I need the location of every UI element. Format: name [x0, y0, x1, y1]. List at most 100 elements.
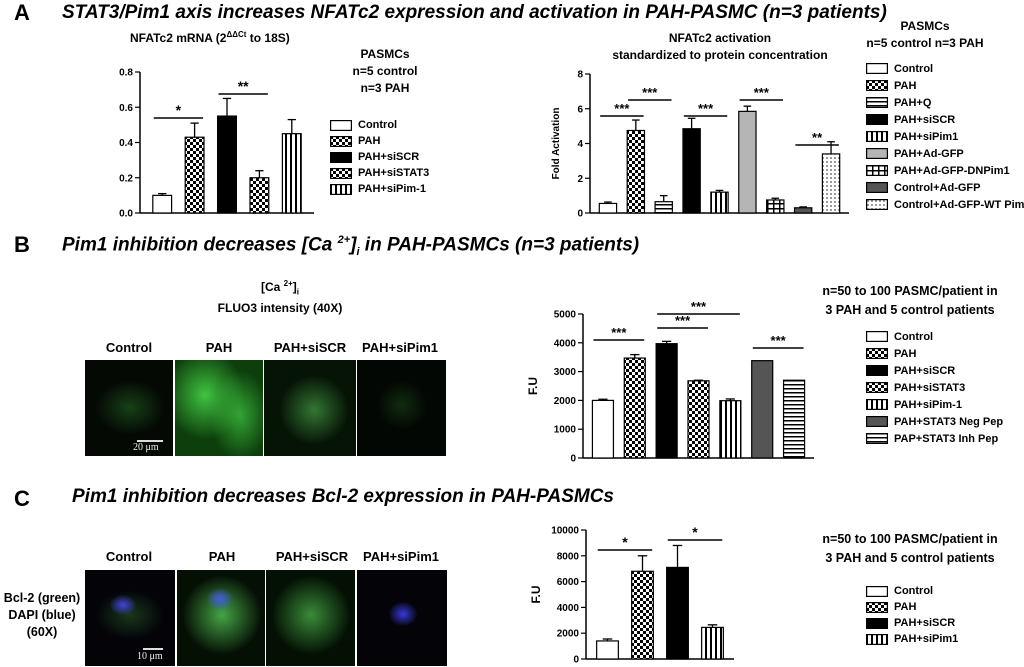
- legend-swatch: [866, 114, 888, 125]
- y-tick-label: 3000: [554, 367, 577, 378]
- legend-swatch: [866, 433, 888, 444]
- bar-pah: [184, 136, 205, 214]
- legend-item-pah-sipim1: PAH+siPim1: [866, 631, 958, 647]
- panel-letter-c: C: [14, 486, 30, 511]
- bar-control-ad-gfp-wt-pim1: [821, 153, 841, 214]
- micrograph-c-pah: [177, 570, 265, 666]
- bar-pah-sistat3: [687, 380, 710, 459]
- legend-label: Control: [894, 585, 934, 597]
- legend-label: PAH+Ad-GFP: [894, 147, 964, 160]
- bar-pah-sipim-1: [719, 400, 742, 459]
- legend-item-control-ad-gfp: Control+Ad-GFP: [866, 179, 1024, 196]
- bar-pap-stat3-inh-pep: [782, 379, 806, 459]
- chart-b-legend: Control PAH PAH+siSCR PAH+siSTAT3 PAH+siPim-…: [866, 328, 1003, 447]
- chart-c-legend: Control PAH PAH+siSCR PAH+siPim1: [866, 583, 958, 647]
- bar-pah-siscr: [682, 128, 701, 214]
- legend-swatch: [866, 80, 888, 91]
- scale-bar-line: [143, 648, 163, 650]
- chart-a2-heading: NFATc2 activation standardized to protein…: [612, 31, 828, 62]
- chart-a2-legend: Control PAH PAH+Q PAH+siSCR PAH+siPim1 PAH+Ad…: [866, 60, 1024, 213]
- legend-swatch: [330, 151, 352, 163]
- legend-item-pah-sipim1: PAH+siPim1: [866, 128, 1024, 145]
- bar-pah-sipim-1: [281, 133, 302, 214]
- significance-label: ***: [754, 85, 770, 100]
- micrograph-b-pah-siscr: [264, 360, 356, 456]
- legend-label: PAH: [894, 347, 917, 360]
- legend-label: PAH: [894, 601, 917, 613]
- panel-b-label-pah-sipim1: PAH+siPim1: [362, 340, 438, 355]
- bar-control: [598, 202, 618, 214]
- legend-label: PAH+siSCR: [358, 151, 420, 163]
- legend-item-pah-siscr: PAH+siSCR: [866, 362, 1003, 379]
- legend-swatch: [866, 63, 888, 74]
- legend-swatch: [866, 97, 888, 108]
- panel-b-note: n=50 to 100 PASMC/patient in 3 PAH and 5 …: [822, 284, 998, 317]
- legend-swatch: [866, 382, 888, 393]
- bar-pah-q: [654, 201, 673, 214]
- significance-label: **: [238, 78, 249, 94]
- legend-item-pah-ad-gfp-dnpim1: PAH+Ad-GFP-DNPim1: [866, 162, 1024, 179]
- panel-letter-b: B: [14, 232, 30, 257]
- legend-swatch: [866, 416, 888, 427]
- significance-label: ***: [771, 333, 787, 348]
- chart-a1: 0.00.20.40.60.8***: [119, 68, 314, 220]
- legend-swatch: [866, 148, 888, 159]
- legend-label: PAH+siPim-1: [894, 398, 962, 411]
- panel-b-label-pah-siscr: PAH+siSCR: [273, 340, 347, 355]
- y-tick-label: 0.4: [119, 138, 133, 149]
- scale-bar-label: 20 μm: [133, 442, 159, 453]
- legend-item-pah: PAH: [330, 133, 429, 149]
- panel-b-micro-title: [Ca 2+]i FLUO3 intensity (40X): [217, 279, 343, 316]
- chart-a2-note: PASMCs n=5 control n=3 PAH: [866, 19, 984, 50]
- panel-c-label-pah: PAH: [208, 549, 236, 564]
- bar-pah-ad-gfp: [738, 110, 757, 214]
- legend-label: PAP+STAT3 Inh Pep: [894, 432, 999, 445]
- legend-label: Control: [894, 62, 934, 75]
- bar-control-ad-gfp: [793, 207, 813, 214]
- legend-swatch: [866, 585, 888, 597]
- y-tick-label: 6000: [557, 577, 580, 588]
- y-tick-label: 0: [573, 655, 579, 666]
- legend-item-pah-sipim-1: PAH+siPim-1: [866, 396, 1003, 413]
- significance-label: **: [812, 130, 823, 145]
- panel-b-title: Pim1 inhibition decreases [Ca 2+]i in PA…: [62, 234, 640, 259]
- panel-a-title: STAT3/Pim1 axis increases NFATc2 express…: [62, 2, 887, 23]
- legend-swatch: [866, 617, 888, 629]
- y-tick-label: 8: [577, 70, 583, 81]
- y-tick-label: 6: [577, 104, 583, 115]
- bar-pah-ad-gfp-dnpim1: [766, 199, 785, 214]
- panel-c-title: Pim1 inhibition decreases Bcl-2 expressi…: [72, 486, 615, 507]
- scale-bar-label: 10 μm: [137, 651, 163, 662]
- y-tick-label: 2: [577, 174, 583, 185]
- panel-c-label-pah-sipim1: PAH+siPim1: [363, 549, 439, 564]
- legend-label: PAH+siSCR: [894, 617, 956, 629]
- legend-item-pah-siscr: PAH+siSCR: [866, 615, 958, 631]
- legend-swatch: [866, 365, 888, 376]
- y-tick-label: 0: [570, 454, 576, 465]
- y-tick-label: 0: [577, 209, 583, 220]
- legend-label: Control: [894, 330, 934, 343]
- chart-c: 0 2000 4000 6000 8000 10000 F.U * *: [529, 524, 734, 666]
- micrograph-c-pah-sipim1: [357, 570, 447, 666]
- significance-label: *: [622, 534, 628, 550]
- legend-item-pah-siscr: PAH+siSCR: [866, 111, 1024, 128]
- y-tick-label: 8000: [557, 551, 580, 562]
- bar-pah-sipim1: [710, 191, 729, 214]
- bar-pah: [631, 570, 654, 660]
- legend-label: PAH+siSCR: [894, 113, 956, 126]
- legend-swatch: [866, 199, 888, 210]
- chart-a1-note: PASMCs n=5 control n=3 PAH: [352, 47, 418, 95]
- bar-pah-sipim1: [701, 626, 724, 660]
- panel-c-stain-legend: Bcl-2 (green) DAPI (blue) (60X): [3, 591, 81, 639]
- legend-swatch: [330, 135, 352, 147]
- y-axis-label: F.U: [526, 377, 540, 395]
- legend-item-control: Control: [866, 328, 1003, 345]
- significance-label: ***: [611, 325, 627, 340]
- legend-label: PAH+Q: [894, 96, 932, 109]
- y-tick-label: 4000: [557, 603, 580, 614]
- bar-pah-siscr: [666, 566, 689, 660]
- panel-c-note: n=50 to 100 PASMC/patient in 3 PAH and 5 …: [822, 532, 998, 565]
- panel-c-label-pah-siscr: PAH+siSCR: [275, 549, 349, 564]
- bar-control: [591, 399, 615, 459]
